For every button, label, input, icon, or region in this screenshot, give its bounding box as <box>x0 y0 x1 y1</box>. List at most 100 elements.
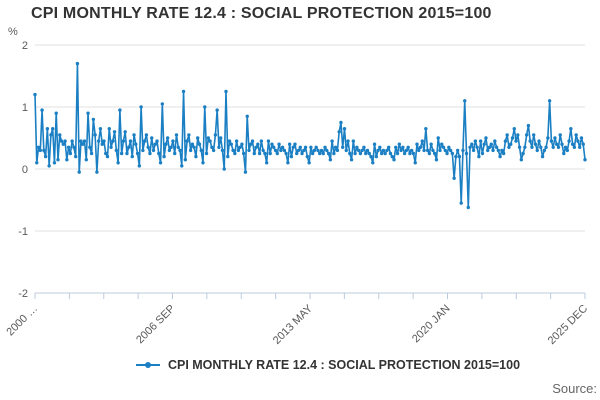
data-point-marker[interactable] <box>482 142 486 146</box>
data-point-marker[interactable] <box>364 151 368 156</box>
data-point-marker[interactable] <box>295 151 299 156</box>
data-point-marker[interactable] <box>337 130 341 134</box>
data-point-marker[interactable] <box>356 148 361 153</box>
data-point-marker[interactable] <box>47 164 51 168</box>
data-point-marker[interactable] <box>344 148 348 153</box>
data-point-marker[interactable] <box>431 148 435 153</box>
data-point-marker[interactable] <box>553 136 557 140</box>
data-point-marker[interactable] <box>58 133 62 137</box>
data-point-marker[interactable] <box>348 151 352 156</box>
data-point-marker[interactable] <box>341 145 345 149</box>
data-point-marker[interactable] <box>264 161 269 165</box>
data-point-marker[interactable] <box>367 151 371 156</box>
data-point-marker[interactable] <box>501 151 506 156</box>
data-point-marker[interactable] <box>54 111 58 115</box>
data-point-marker[interactable] <box>563 145 568 149</box>
data-point-marker[interactable] <box>289 154 294 159</box>
data-point-marker[interactable] <box>164 142 168 146</box>
data-point-marker[interactable] <box>155 139 159 143</box>
cpi-line-chart[interactable]: 2 1 0 -1 -2 2000 … 2006 SEP 2013 MAY 2020 JAN 202… <box>0 0 600 352</box>
data-point-marker[interactable] <box>381 148 386 153</box>
data-point-marker[interactable] <box>167 148 172 153</box>
data-point-marker[interactable] <box>183 158 188 162</box>
data-point-marker[interactable] <box>45 127 50 131</box>
data-point-marker[interactable] <box>293 142 297 146</box>
data-point-marker[interactable] <box>151 148 156 153</box>
data-point-marker[interactable] <box>63 139 67 143</box>
data-point-marker[interactable] <box>107 127 111 131</box>
data-point-marker[interactable] <box>560 142 564 146</box>
data-point-marker[interactable] <box>199 148 203 153</box>
data-point-marker[interactable] <box>558 133 562 137</box>
data-point-marker[interactable] <box>256 142 260 146</box>
data-point-marker[interactable] <box>418 145 423 149</box>
data-point-marker[interactable] <box>434 158 439 162</box>
data-point-marker[interactable] <box>349 158 354 162</box>
data-point-marker[interactable] <box>261 148 265 153</box>
data-point-marker[interactable] <box>401 145 405 149</box>
legend[interactable]: CPI MONTHLY RATE 12.4 : SOCIAL PROTECTIO… <box>28 358 600 372</box>
data-point-marker[interactable] <box>406 145 410 149</box>
data-point-marker[interactable] <box>378 145 382 149</box>
data-point-marker[interactable] <box>542 148 547 153</box>
data-point-marker[interactable] <box>369 154 373 159</box>
data-point-marker[interactable] <box>247 148 251 153</box>
data-point-marker[interactable] <box>464 151 469 156</box>
data-point-marker[interactable] <box>509 142 513 146</box>
data-point-marker[interactable] <box>355 145 359 149</box>
data-point-marker[interactable] <box>314 145 318 149</box>
data-point-marker[interactable] <box>450 151 455 156</box>
data-point-marker[interactable] <box>291 145 295 149</box>
data-point-marker[interactable] <box>581 142 585 146</box>
data-point-marker[interactable] <box>56 158 60 162</box>
data-point-marker[interactable] <box>109 145 113 149</box>
data-point-marker[interactable] <box>286 161 290 165</box>
data-point-marker[interactable] <box>574 133 578 137</box>
data-point-marker[interactable] <box>463 99 467 103</box>
data-point-marker[interactable] <box>139 105 143 109</box>
data-point-marker[interactable] <box>162 154 166 159</box>
data-point-marker[interactable] <box>204 151 209 156</box>
data-point-marker[interactable] <box>420 139 424 143</box>
data-point-marker[interactable] <box>105 154 110 159</box>
data-point-marker[interactable] <box>213 133 218 137</box>
data-point-marker[interactable] <box>86 111 90 115</box>
data-point-marker[interactable] <box>562 151 566 156</box>
data-point-marker[interactable] <box>413 161 417 165</box>
data-point-marker[interactable] <box>135 151 140 156</box>
data-point-marker[interactable] <box>157 151 161 156</box>
data-point-marker[interactable] <box>471 148 476 153</box>
data-point-marker[interactable] <box>38 148 43 153</box>
data-point-marker[interactable] <box>197 142 202 146</box>
data-point-marker[interactable] <box>528 139 532 143</box>
data-point-marker[interactable] <box>82 139 87 143</box>
data-point-marker[interactable] <box>190 142 195 146</box>
data-point-marker[interactable] <box>240 142 244 146</box>
data-point-marker[interactable] <box>259 139 264 143</box>
data-point-marker[interactable] <box>394 145 398 149</box>
data-point-marker[interactable] <box>326 151 331 156</box>
data-point-marker[interactable] <box>379 151 384 156</box>
data-point-marker[interactable] <box>125 151 129 156</box>
data-point-marker[interactable] <box>89 151 94 156</box>
data-point-marker[interactable] <box>91 117 96 122</box>
data-point-marker[interactable] <box>498 154 502 159</box>
data-point-marker[interactable] <box>321 151 325 156</box>
data-point-marker[interactable] <box>521 151 525 156</box>
data-point-marker[interactable] <box>342 127 347 131</box>
data-point-marker[interactable] <box>470 142 474 146</box>
data-point-marker[interactable] <box>146 145 150 149</box>
data-point-marker[interactable] <box>70 139 74 143</box>
data-point-marker[interactable] <box>241 151 246 156</box>
data-point-marker[interactable] <box>134 142 138 146</box>
data-point-marker[interactable] <box>95 170 99 174</box>
data-point-marker[interactable] <box>452 176 456 180</box>
data-point-marker[interactable] <box>332 151 336 156</box>
data-point-marker[interactable] <box>507 145 511 149</box>
data-point-marker[interactable] <box>303 145 308 149</box>
data-point-marker[interactable] <box>535 148 539 153</box>
data-point-marker[interactable] <box>533 142 538 146</box>
data-point-marker[interactable] <box>572 145 577 149</box>
data-point-marker[interactable] <box>549 139 554 143</box>
data-point-marker[interactable] <box>390 154 394 159</box>
